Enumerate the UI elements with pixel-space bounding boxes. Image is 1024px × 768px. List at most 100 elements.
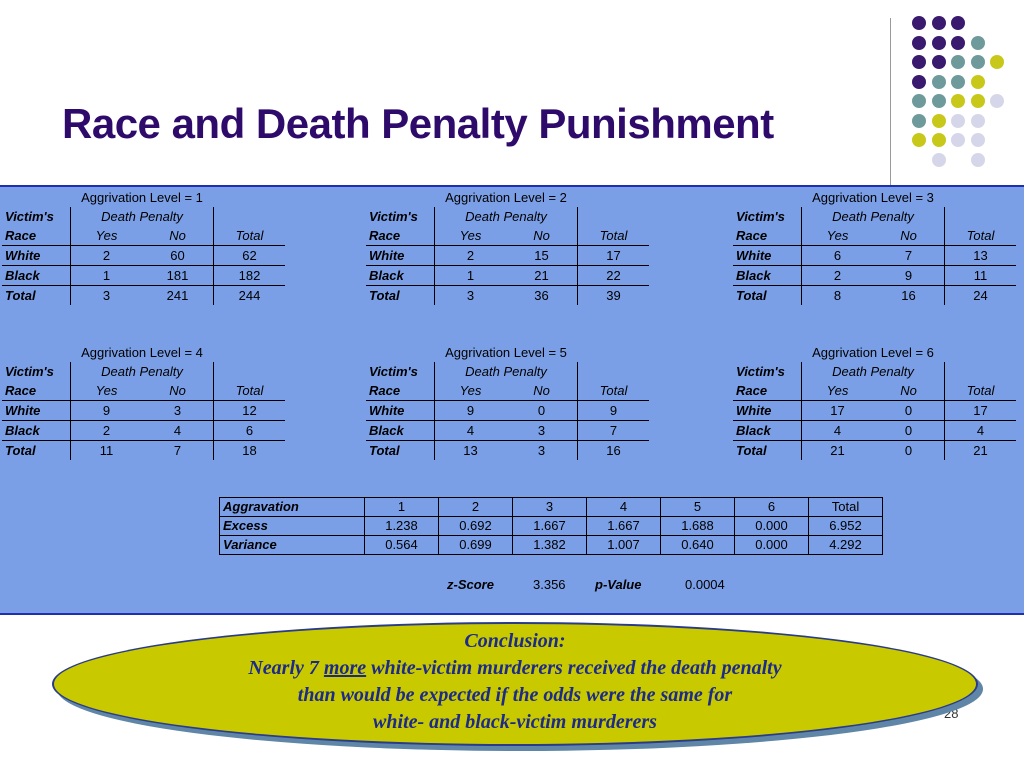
victims-label: Victim's [733, 207, 802, 226]
cell-total-no: 16 [901, 288, 916, 303]
table-caption: Aggrivation Level = 4 [81, 345, 203, 360]
conclusion-line-1-pre: Nearly 7 [248, 657, 324, 679]
decorative-dot [912, 16, 926, 30]
total-header: Total [213, 226, 285, 246]
decorative-dot [990, 55, 1004, 69]
decorative-dot [912, 133, 926, 147]
decorative-dot [951, 133, 965, 147]
death-penalty-header: Death Penalty [101, 364, 183, 379]
summary-cell: 0.000 [734, 516, 809, 536]
summary-header-row: Aggravation 1 2 3 4 5 6 Total [219, 497, 883, 517]
cell-black-yes: 1 [70, 265, 142, 286]
decorative-dot [951, 94, 965, 108]
cell-total-no: 241 [166, 288, 189, 303]
cell-black-yes: 4 [434, 420, 506, 441]
decorative-dot [931, 16, 946, 30]
conclusion-oval [52, 622, 978, 746]
total-header: Total [213, 381, 285, 401]
race-label: Race [2, 381, 71, 401]
cell-total-yes: 3 [466, 288, 475, 303]
cell-white-total: 9 [577, 400, 649, 421]
row-label-total: Total [2, 440, 71, 460]
contingency-table: Aggrivation Level = 1 Victim's Death Penal… [2, 188, 285, 305]
row-label-total: Total [366, 285, 435, 305]
cell-black-total: 7 [577, 420, 649, 441]
contingency-table: Aggrivation Level = 4 Victim's Death Penal… [2, 343, 285, 460]
no-header: No [873, 226, 945, 246]
cell-total-yes: 13 [463, 443, 478, 458]
summary-cell: 1.667 [586, 516, 661, 536]
cell-total-total: 39 [577, 285, 649, 305]
summary-cell: 0.699 [438, 535, 513, 555]
decorative-dot [951, 74, 965, 89]
row-label-black: Black [733, 420, 802, 441]
conclusion-line-2: than would be expected if the odds were … [297, 684, 733, 706]
cell-white-total: 62 [213, 245, 285, 266]
summary-cell: 5 [660, 497, 735, 517]
decorative-dot [970, 74, 985, 89]
cell-white-total: 13 [944, 245, 1016, 266]
yes-header: Yes [434, 381, 506, 401]
no-header: No [506, 226, 578, 246]
conclusion-line-1-post: white-victim murderers received the deat… [366, 657, 782, 679]
cell-total-total: 244 [213, 285, 285, 305]
total-header: Total [577, 226, 649, 246]
table-caption: Aggrivation Level = 3 [812, 190, 934, 205]
row-label-black: Black [733, 265, 802, 286]
decorative-dot [931, 55, 946, 69]
decorative-dot [931, 113, 946, 128]
row-label-white: White [366, 400, 435, 421]
summary-variance-row: Variance 0.564 0.699 1.382 1.007 0.640 0.000 4.… [219, 535, 883, 555]
conclusion-text: Conclusion: Nearly 7 more white-victim m… [52, 628, 978, 736]
cell-total-yes: 8 [833, 288, 842, 303]
slide-title: Race and Death Penalty Punishment [62, 100, 774, 147]
summary-cell: 4 [586, 497, 661, 517]
z-score-value: 3.356 [533, 577, 566, 592]
cell-total-total: 24 [944, 285, 1016, 305]
decorative-dot [931, 133, 946, 147]
cell-total-no: 3 [537, 443, 546, 458]
cell-black-yes: 4 [801, 420, 873, 441]
cell-white-total: 12 [213, 400, 285, 421]
table-caption: Aggrivation Level = 5 [445, 345, 567, 360]
death-penalty-header: Death Penalty [465, 209, 547, 224]
decorative-dot [931, 152, 946, 167]
summary-cell: 2 [438, 497, 513, 517]
cell-white-total: 17 [944, 400, 1016, 421]
table-caption: Aggrivation Level = 2 [445, 190, 567, 205]
row-label-total: Total [2, 285, 71, 305]
cell-white-no: 0 [506, 400, 578, 421]
row-label-black: Black [2, 265, 71, 286]
cell-white-total: 17 [577, 245, 649, 266]
race-label: Race [733, 226, 802, 246]
cell-white-no: 15 [506, 245, 578, 266]
no-header: No [142, 381, 214, 401]
cell-black-no: 181 [142, 265, 214, 286]
contingency-table: Aggrivation Level = 6 Victim's Death Penal… [733, 343, 1016, 460]
row-label-total: Total [733, 285, 802, 305]
summary-cell: 1.688 [660, 516, 735, 536]
cell-total-yes: 3 [102, 288, 111, 303]
table-caption: Aggrivation Level = 1 [81, 190, 203, 205]
total-header: Total [944, 381, 1016, 401]
death-penalty-header: Death Penalty [832, 209, 914, 224]
summary-cell: 6.952 [808, 516, 883, 536]
no-header: No [142, 226, 214, 246]
cell-black-no: 3 [506, 420, 578, 441]
yes-header: Yes [70, 226, 142, 246]
cell-black-no: 9 [873, 265, 945, 286]
decorative-dot [931, 94, 946, 108]
race-label: Race [366, 381, 435, 401]
summary-cell: 1.667 [512, 516, 587, 536]
victims-label: Victim's [366, 362, 435, 381]
contingency-table: Aggrivation Level = 2 Victim's Death Penal… [366, 188, 649, 305]
contingency-table: Aggrivation Level = 3 Victim's Death Penal… [733, 188, 1016, 305]
race-label: Race [733, 381, 802, 401]
yes-header: Yes [801, 226, 873, 246]
victims-label: Victim's [733, 362, 802, 381]
summary-table: Aggravation 1 2 3 4 5 6 Total Excess 1.238 0.692 1… [219, 497, 883, 555]
cell-black-yes: 2 [801, 265, 873, 286]
summary-cell: 1.238 [364, 516, 439, 536]
death-penalty-header: Death Penalty [465, 364, 547, 379]
cell-black-no: 4 [142, 420, 214, 441]
